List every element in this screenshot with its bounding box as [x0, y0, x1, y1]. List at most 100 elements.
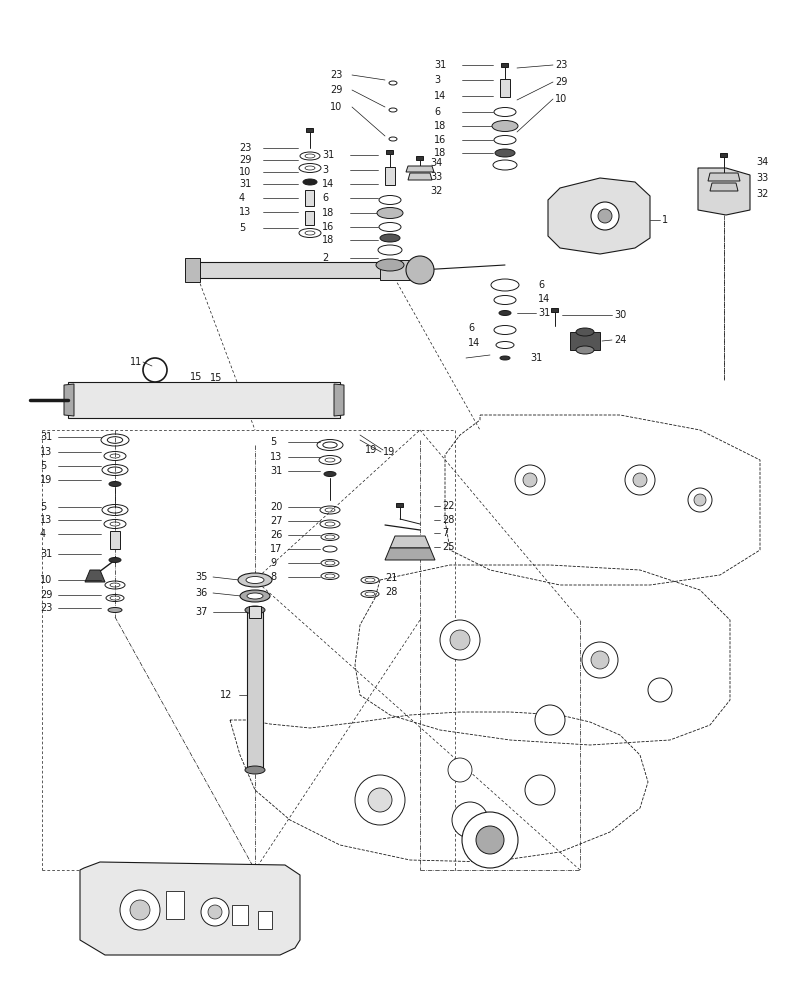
Circle shape — [208, 905, 221, 919]
Text: 8: 8 — [270, 572, 276, 582]
Ellipse shape — [375, 259, 404, 271]
Text: 16: 16 — [433, 135, 446, 145]
Circle shape — [354, 775, 405, 825]
Text: 24: 24 — [613, 335, 625, 345]
Polygon shape — [389, 536, 430, 548]
Ellipse shape — [109, 558, 121, 562]
Text: 32: 32 — [430, 186, 442, 196]
Ellipse shape — [376, 208, 402, 219]
Text: 28: 28 — [384, 587, 397, 597]
Text: 6: 6 — [433, 107, 440, 117]
Text: 18: 18 — [433, 148, 446, 158]
Circle shape — [367, 788, 392, 812]
Circle shape — [452, 802, 487, 838]
Circle shape — [120, 890, 160, 930]
Text: 30: 30 — [613, 310, 625, 320]
Bar — [305, 190, 314, 206]
Ellipse shape — [491, 120, 517, 132]
Text: 5: 5 — [40, 461, 46, 471]
Ellipse shape — [303, 179, 316, 185]
Circle shape — [130, 900, 150, 920]
Polygon shape — [384, 548, 435, 560]
Circle shape — [633, 473, 646, 487]
Text: 5: 5 — [270, 437, 276, 447]
Text: 11: 11 — [130, 357, 142, 367]
Polygon shape — [80, 862, 299, 955]
Text: 5: 5 — [238, 223, 245, 233]
Circle shape — [597, 209, 611, 223]
Polygon shape — [707, 173, 739, 181]
Bar — [306, 128, 313, 132]
Circle shape — [647, 678, 672, 702]
Text: 27: 27 — [270, 516, 282, 526]
Ellipse shape — [109, 482, 121, 487]
Text: 4: 4 — [40, 529, 46, 539]
Circle shape — [581, 642, 617, 678]
Text: 18: 18 — [322, 208, 334, 218]
Text: 15: 15 — [210, 373, 222, 383]
Bar — [719, 153, 727, 157]
Polygon shape — [547, 178, 649, 254]
Circle shape — [440, 620, 479, 660]
Ellipse shape — [500, 356, 509, 360]
Bar — [165, 891, 184, 919]
Polygon shape — [709, 183, 737, 191]
Text: 31: 31 — [40, 432, 52, 442]
Polygon shape — [569, 332, 599, 350]
Bar — [501, 63, 508, 67]
Text: 3: 3 — [322, 165, 328, 175]
Text: 2: 2 — [322, 253, 328, 263]
Circle shape — [522, 473, 536, 487]
Text: 10: 10 — [554, 94, 567, 104]
Circle shape — [624, 465, 654, 495]
Text: 31: 31 — [538, 308, 550, 318]
Text: 18: 18 — [433, 121, 446, 131]
Polygon shape — [185, 258, 200, 282]
Text: 19: 19 — [40, 475, 52, 485]
Ellipse shape — [108, 607, 122, 612]
Text: 6: 6 — [322, 193, 328, 203]
Text: 29: 29 — [329, 85, 342, 95]
Polygon shape — [380, 260, 430, 280]
Text: 36: 36 — [195, 588, 207, 598]
Circle shape — [475, 826, 504, 854]
Text: 19: 19 — [383, 447, 395, 457]
Text: 12: 12 — [220, 690, 232, 700]
Polygon shape — [195, 262, 389, 278]
Polygon shape — [85, 570, 105, 582]
Polygon shape — [697, 168, 749, 215]
Text: 3: 3 — [433, 75, 440, 85]
Text: 17: 17 — [270, 544, 282, 554]
Polygon shape — [407, 173, 431, 180]
Ellipse shape — [246, 576, 264, 584]
Polygon shape — [64, 384, 74, 416]
Polygon shape — [333, 384, 344, 416]
Circle shape — [448, 758, 471, 782]
Circle shape — [534, 705, 564, 735]
Bar — [249, 606, 260, 618]
Text: 31: 31 — [40, 549, 52, 559]
Bar — [386, 150, 393, 154]
Text: 31: 31 — [270, 466, 282, 476]
Bar — [551, 308, 558, 312]
Text: 1: 1 — [661, 215, 667, 225]
Ellipse shape — [245, 606, 264, 614]
Circle shape — [687, 488, 711, 512]
Text: 23: 23 — [40, 603, 53, 613]
Text: 13: 13 — [270, 452, 282, 462]
Text: 6: 6 — [538, 280, 543, 290]
Text: 31: 31 — [530, 353, 542, 363]
Polygon shape — [68, 382, 340, 418]
Text: 31: 31 — [322, 150, 334, 160]
Text: 22: 22 — [441, 501, 454, 511]
Bar — [232, 905, 247, 925]
Ellipse shape — [238, 573, 272, 587]
Ellipse shape — [245, 766, 264, 774]
Text: 14: 14 — [467, 338, 479, 348]
Text: 18: 18 — [322, 235, 334, 245]
Text: 29: 29 — [238, 155, 251, 165]
Bar — [416, 156, 423, 160]
Text: 23: 23 — [329, 70, 342, 80]
Text: 34: 34 — [430, 158, 442, 168]
Text: 21: 21 — [384, 573, 397, 583]
